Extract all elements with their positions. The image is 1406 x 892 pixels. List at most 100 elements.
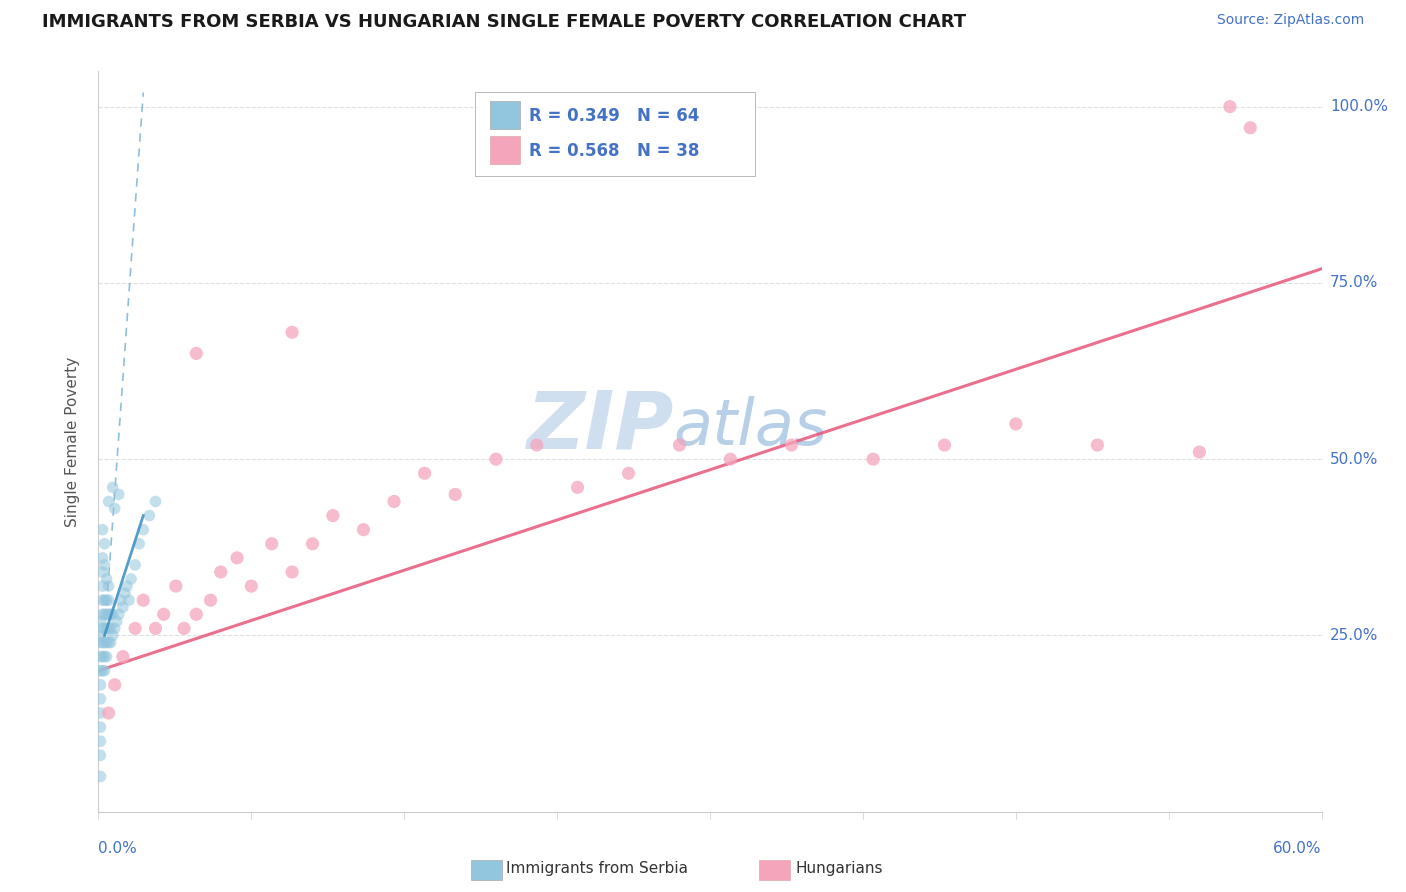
Point — [101, 628, 124, 642]
Point — [120, 572, 142, 586]
Point — [186, 607, 208, 622]
Text: R = 0.568: R = 0.568 — [529, 142, 620, 160]
Point — [91, 523, 114, 537]
Point — [934, 438, 956, 452]
Point — [526, 438, 548, 452]
Point — [93, 607, 115, 622]
Point — [104, 501, 127, 516]
Point — [260, 537, 283, 551]
Point — [152, 607, 174, 622]
Point — [91, 565, 114, 579]
Text: 60.0%: 60.0% — [1274, 841, 1322, 856]
Point — [1188, 445, 1211, 459]
Point — [91, 621, 114, 635]
Point — [209, 565, 232, 579]
Text: Immigrants from Serbia: Immigrants from Serbia — [506, 862, 688, 876]
Point — [118, 593, 141, 607]
Point — [322, 508, 344, 523]
FancyBboxPatch shape — [489, 136, 520, 164]
Point — [91, 635, 114, 649]
Text: IMMIGRANTS FROM SERBIA VS HUNGARIAN SINGLE FEMALE POVERTY CORRELATION CHART: IMMIGRANTS FROM SERBIA VS HUNGARIAN SING… — [42, 13, 966, 31]
Point — [93, 593, 115, 607]
Point — [89, 628, 111, 642]
Point — [382, 494, 405, 508]
Point — [97, 706, 120, 720]
Point — [617, 467, 640, 481]
Point — [1085, 438, 1108, 452]
Point — [780, 438, 803, 452]
Point — [104, 678, 127, 692]
Point — [100, 607, 122, 622]
Text: 25.0%: 25.0% — [1330, 628, 1378, 643]
Point — [1004, 417, 1026, 431]
Point — [1219, 100, 1241, 114]
Point — [100, 635, 122, 649]
Point — [862, 452, 884, 467]
Point — [89, 692, 111, 706]
Point — [226, 550, 249, 565]
Point — [96, 593, 118, 607]
Point — [165, 579, 187, 593]
Point — [97, 607, 120, 622]
Point — [173, 621, 195, 635]
Point — [91, 593, 114, 607]
Point — [128, 537, 150, 551]
Point — [89, 664, 111, 678]
Text: Source: ZipAtlas.com: Source: ZipAtlas.com — [1216, 13, 1364, 28]
Point — [110, 593, 132, 607]
Point — [91, 664, 114, 678]
Point — [96, 649, 118, 664]
Text: ZIP: ZIP — [526, 388, 673, 466]
Point — [668, 438, 690, 452]
Text: Hungarians: Hungarians — [796, 862, 883, 876]
Point — [89, 678, 111, 692]
Text: N = 38: N = 38 — [637, 142, 699, 160]
Point — [111, 600, 134, 615]
Point — [89, 706, 111, 720]
Point — [1239, 120, 1261, 135]
Point — [114, 586, 136, 600]
Point — [89, 635, 111, 649]
Point — [108, 607, 131, 622]
Point — [93, 664, 115, 678]
Text: 75.0%: 75.0% — [1330, 276, 1378, 291]
Point — [93, 635, 115, 649]
Point — [124, 558, 146, 572]
Point — [93, 649, 115, 664]
Text: N = 64: N = 64 — [637, 107, 699, 125]
Point — [281, 325, 304, 339]
Point — [101, 607, 124, 622]
Point — [91, 550, 114, 565]
Point — [97, 579, 120, 593]
Point — [132, 523, 155, 537]
Point — [93, 537, 115, 551]
Point — [93, 558, 115, 572]
Point — [89, 649, 111, 664]
Point — [145, 494, 167, 508]
Point — [105, 615, 128, 629]
Point — [124, 621, 146, 635]
Text: atlas: atlas — [673, 396, 828, 458]
Text: 100.0%: 100.0% — [1330, 99, 1388, 114]
Point — [104, 621, 127, 635]
Point — [115, 579, 138, 593]
Point — [413, 467, 436, 481]
Text: R = 0.349: R = 0.349 — [529, 107, 620, 125]
Point — [91, 607, 114, 622]
Point — [97, 621, 120, 635]
Point — [97, 593, 120, 607]
Point — [240, 579, 263, 593]
Point — [100, 621, 122, 635]
Point — [89, 769, 111, 783]
Point — [97, 635, 120, 649]
Point — [301, 537, 323, 551]
Point — [444, 487, 467, 501]
Point — [352, 523, 374, 537]
Point — [485, 452, 508, 467]
Point — [89, 734, 111, 748]
Point — [89, 615, 111, 629]
Point — [96, 635, 118, 649]
Point — [96, 572, 118, 586]
Text: 50.0%: 50.0% — [1330, 451, 1378, 467]
Point — [89, 720, 111, 734]
